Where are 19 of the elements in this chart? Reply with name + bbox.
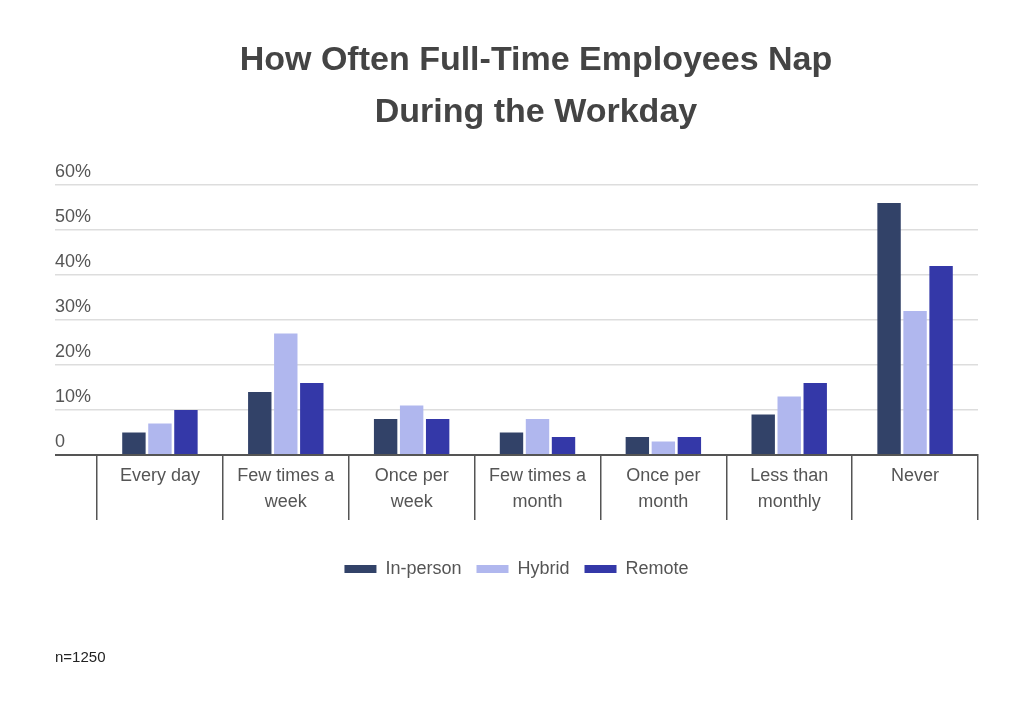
y-tick-label: 10% bbox=[55, 385, 92, 406]
legend-label: Remote bbox=[625, 557, 689, 578]
x-tick-label: Once per week bbox=[374, 465, 449, 512]
y-tick-label: 60% bbox=[55, 160, 92, 181]
x-tick-label: Never bbox=[891, 465, 940, 486]
y-tick-label: 50% bbox=[55, 205, 92, 226]
x-tick-label: Less than monthly bbox=[750, 465, 829, 512]
chart-title: How Often Full-Time Employees Nap During the Workday bbox=[238, 38, 834, 131]
legend-label: In-person bbox=[385, 557, 462, 578]
x-tick-label: Few times a month bbox=[488, 465, 587, 512]
x-tick-label: Once per month bbox=[626, 465, 701, 512]
text: n=1250 bbox=[55, 648, 106, 665]
legend-label: Hybrid bbox=[517, 557, 570, 578]
y-tick-label: 0 bbox=[55, 430, 66, 451]
y-tick-label: 40% bbox=[55, 250, 92, 271]
x-tick-label: Few times a week bbox=[237, 465, 336, 512]
x-tick-label: Every day bbox=[119, 465, 200, 486]
y-tick-label: 20% bbox=[55, 340, 92, 361]
y-tick-label: 30% bbox=[55, 295, 92, 316]
